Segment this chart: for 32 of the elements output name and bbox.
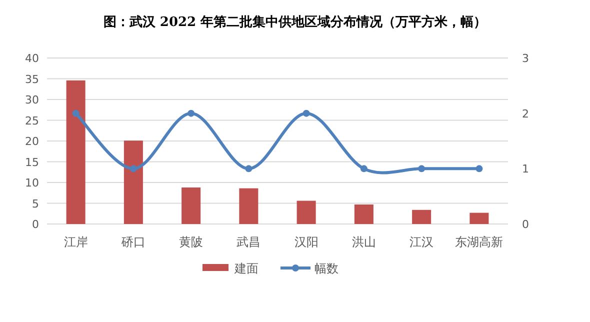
- y-tick-label: 40: [25, 52, 39, 65]
- bar: [296, 200, 316, 224]
- y-tick-label: 20: [25, 135, 39, 148]
- y-tick-label: 30: [25, 94, 39, 106]
- y-tick-label: 15: [25, 156, 39, 169]
- bar: [124, 140, 143, 224]
- bar: [66, 80, 86, 224]
- x-tick-label: 江汉: [410, 235, 434, 249]
- x-tick-label: 汉阳: [294, 235, 318, 249]
- x-tick-label: 东湖高新: [455, 235, 504, 249]
- x-tick-label: 武昌: [236, 235, 261, 249]
- bar: [354, 204, 374, 224]
- y2-tick-label: 3: [522, 52, 529, 65]
- bar: [412, 210, 432, 224]
- y-tick-label: 25: [25, 114, 39, 128]
- legend-label: 建面: [234, 262, 258, 276]
- bar: [470, 212, 489, 224]
- bar: [182, 187, 201, 224]
- y2-tick-label: 1: [522, 162, 529, 176]
- bar: [239, 188, 258, 224]
- x-tick-label: 洪山: [352, 235, 376, 249]
- y-tick-label: 5: [32, 197, 39, 210]
- y2-tick-label: 2: [522, 107, 529, 120]
- y2-tick-label: 0: [522, 218, 529, 231]
- y-tick-label: 0: [32, 218, 39, 231]
- y-tick-label: 10: [25, 176, 39, 190]
- y-tick-label: 35: [25, 72, 39, 86]
- x-tick-label: 黄陂: [179, 235, 204, 249]
- chart-title: 图：武汉 2022 年第二批集中供地区域分布情况（万平方米，幅）: [103, 14, 487, 30]
- legend-label: 幅数: [314, 262, 338, 276]
- x-tick-label: 江岸: [64, 235, 88, 249]
- x-tick-label: 硚口: [120, 235, 146, 249]
